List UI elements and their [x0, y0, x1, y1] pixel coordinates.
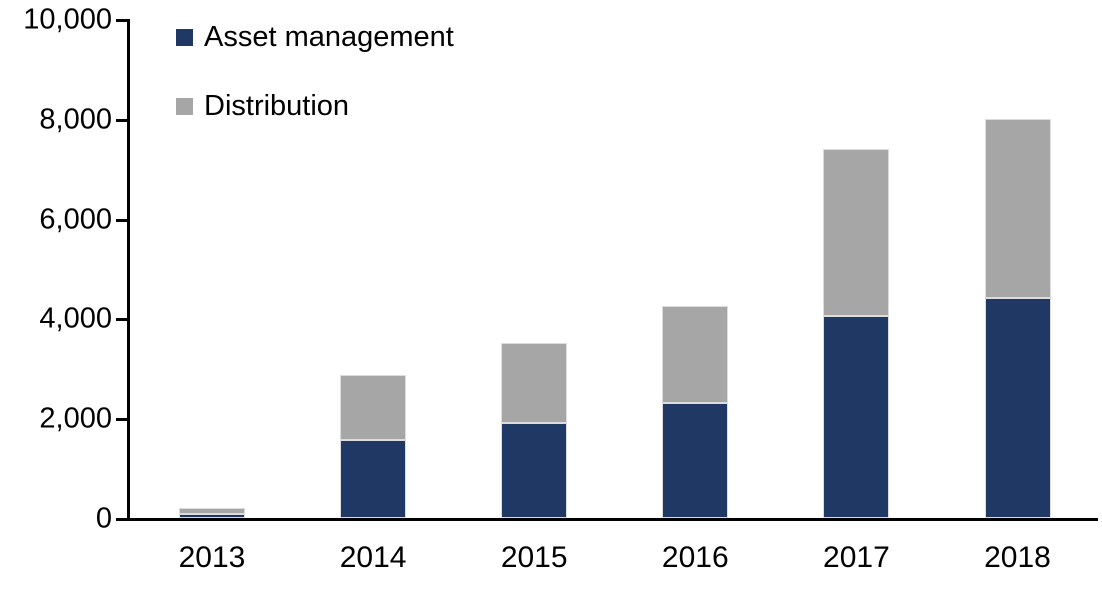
bar-segment-2014-asset-management — [340, 440, 407, 518]
y-axis-tick-mark — [116, 218, 128, 222]
x-axis-label-2017: 2017 — [823, 541, 890, 574]
legend-swatch-distribution-icon — [176, 97, 193, 115]
y-axis-tick-mark — [116, 19, 128, 22]
y-axis-tick-label: 2,000 — [39, 402, 112, 435]
x-axis-line — [127, 518, 1098, 521]
bar-segment-2015-distribution — [501, 343, 568, 424]
y-axis-tick-label: 8,000 — [39, 103, 112, 136]
y-axis-tick-mark — [116, 518, 128, 521]
y-axis-line — [127, 19, 130, 521]
bar-segment-2015-asset-management — [501, 423, 568, 518]
bar-segment-2017-asset-management — [823, 315, 890, 518]
x-axis-label-2018: 2018 — [984, 541, 1051, 574]
x-axis-label-2016: 2016 — [661, 541, 729, 574]
legend-item-asset-management: Asset management — [176, 20, 454, 53]
bar-segment-2016-asset-management — [662, 403, 729, 518]
legend-label-asset-management: Asset management — [204, 20, 454, 53]
bar-segment-2013-distribution — [179, 508, 245, 514]
bar-segment-2017-distribution — [823, 148, 890, 316]
y-axis-tick-label: 6,000 — [39, 203, 112, 236]
y-axis-tick-mark — [116, 418, 128, 422]
y-axis-tick-label: 10,000 — [23, 3, 112, 36]
bar-segment-2018-asset-management — [984, 298, 1051, 518]
x-axis-label-2013: 2013 — [178, 541, 246, 574]
legend-swatch-asset-management-icon — [176, 28, 193, 46]
bar-segment-2016-distribution — [662, 305, 729, 404]
x-axis-label-2014: 2014 — [339, 541, 407, 574]
y-axis-tick-mark — [116, 318, 128, 322]
bar-segment-2014-distribution — [340, 375, 407, 441]
legend-label-distribution: Distribution — [204, 89, 350, 122]
y-axis-tick-mark — [116, 118, 128, 122]
bar-segment-2013-asset-management — [179, 514, 245, 518]
y-axis-tick-label: 4,000 — [39, 302, 112, 335]
bar-segment-2018-distribution — [984, 118, 1051, 299]
x-axis-label-2015: 2015 — [500, 541, 568, 574]
legend-item-distribution: Distribution — [176, 89, 350, 122]
y-axis-tick-label: 0 — [95, 502, 112, 535]
